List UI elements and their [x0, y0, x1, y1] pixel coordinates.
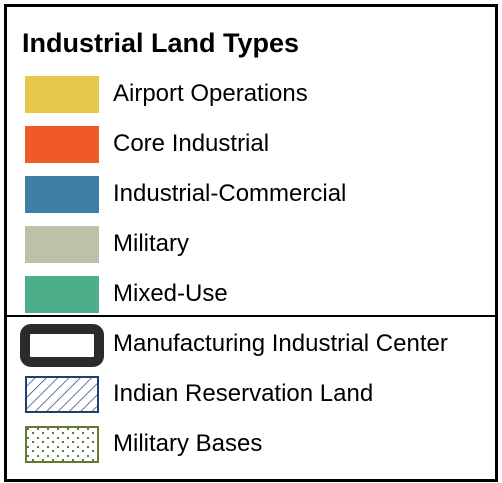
military-swatch	[25, 226, 99, 263]
legend-divider	[7, 315, 495, 317]
legend-item-mixed-use: Mixed-Use	[7, 275, 495, 315]
thick-outline-icon	[20, 324, 104, 367]
legend-item-label: Mixed-Use	[113, 280, 228, 307]
legend-item-industrial-commercial: Industrial-Commercial	[7, 175, 495, 215]
legend-item-label: Indian Reservation Land	[113, 380, 374, 407]
legend-item-indian-reservation-land: Indian Reservation Land	[7, 375, 495, 415]
diagonal-hatch-icon	[25, 376, 99, 413]
legend-item-airport-operations: Airport Operations	[7, 75, 495, 115]
legend-item-military: Military	[7, 225, 495, 265]
legend-item-label: Military Bases	[113, 430, 263, 457]
legend-item-label: Core Industrial	[113, 130, 270, 157]
core-industrial-swatch	[25, 126, 99, 163]
industrial-commercial-swatch	[25, 176, 99, 213]
legend-item-label: Airport Operations	[113, 80, 308, 107]
map-legend: Industrial Land Types Airport Operations…	[4, 4, 498, 482]
airport-operations-swatch	[25, 76, 99, 113]
legend-item-military-bases: Military Bases	[7, 425, 495, 465]
legend-item-manufacturing-industrial-center: Manufacturing Industrial Center	[7, 324, 495, 367]
mixed-use-swatch	[25, 276, 99, 313]
legend-item-label: Military	[113, 230, 189, 257]
legend-item-label: Industrial-Commercial	[113, 180, 347, 207]
legend-item-label: Manufacturing Industrial Center	[113, 330, 448, 357]
legend-title: Industrial Land Types	[22, 28, 300, 58]
legend-item-core-industrial: Core Industrial	[7, 125, 495, 165]
dot-stipple-icon	[25, 426, 99, 463]
